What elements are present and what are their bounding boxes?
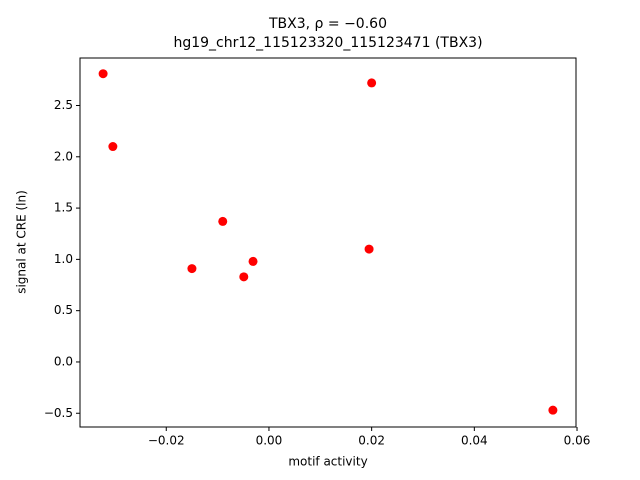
point — [239, 272, 249, 282]
y-tick-label: 1.0 — [54, 252, 73, 266]
x-tick-label: 0.04 — [461, 434, 488, 448]
chart-title: TBX3, ρ = −0.60 — [268, 16, 387, 32]
y-tick-label: −0.5 — [44, 406, 73, 420]
y-tick-label: 1.5 — [54, 201, 73, 215]
point — [218, 216, 228, 226]
point — [98, 69, 108, 79]
point — [364, 244, 374, 254]
point — [187, 264, 197, 274]
y-axis-label: signal at CRE (ln) — [15, 190, 29, 294]
x-tick-label: −0.02 — [148, 434, 185, 448]
x-axis-label: motif activity — [288, 455, 367, 469]
plot-frame — [79, 57, 577, 428]
x-tick-label: 0.02 — [358, 434, 385, 448]
y-tick-label: 0.5 — [54, 303, 73, 317]
y-tick-label: 2.0 — [54, 149, 73, 163]
point — [367, 78, 377, 88]
y-tick-label: 0.0 — [54, 354, 73, 368]
point — [108, 142, 118, 152]
point — [548, 405, 558, 415]
point — [248, 256, 258, 266]
x-tick-label: 0.00 — [256, 434, 283, 448]
x-tick-label: 0.06 — [564, 434, 591, 448]
y-tick-label: 2.5 — [54, 98, 73, 112]
chart-subtitle: hg19_chr12_115123320_115123471 (TBX3) — [173, 35, 482, 51]
